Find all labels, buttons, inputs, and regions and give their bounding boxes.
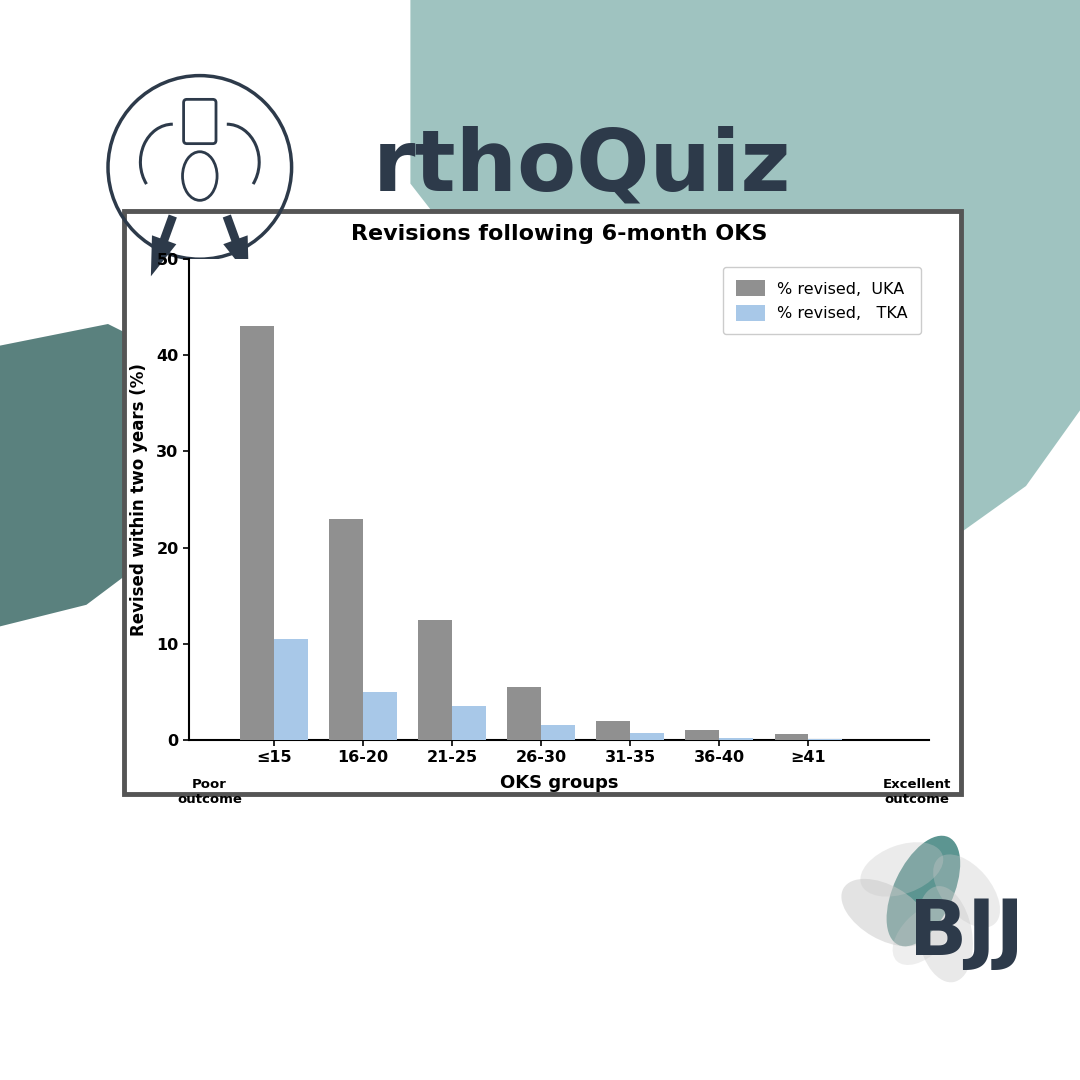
Text: Excellent
outcome: Excellent outcome xyxy=(883,779,951,807)
Bar xyxy=(631,733,664,740)
Ellipse shape xyxy=(887,836,960,946)
Bar xyxy=(240,326,273,740)
Bar xyxy=(508,687,541,740)
Ellipse shape xyxy=(861,842,943,896)
Ellipse shape xyxy=(892,903,955,966)
Bar xyxy=(451,706,486,740)
Text: BJJ: BJJ xyxy=(909,897,1024,971)
X-axis label: OKS groups: OKS groups xyxy=(500,773,618,792)
Bar xyxy=(719,738,753,740)
Y-axis label: Revised within two years (%): Revised within two years (%) xyxy=(130,363,148,636)
Legend: % revised,  UKA, % revised,   TKA: % revised, UKA, % revised, TKA xyxy=(724,267,921,334)
Ellipse shape xyxy=(917,886,973,983)
Bar xyxy=(273,639,308,740)
FancyArrow shape xyxy=(151,215,177,276)
Bar xyxy=(686,730,719,740)
FancyBboxPatch shape xyxy=(124,211,961,794)
Bar xyxy=(418,620,451,740)
Text: Poor
outcome: Poor outcome xyxy=(177,779,242,807)
Text: rthoQuiz: rthoQuiz xyxy=(373,126,791,208)
Bar xyxy=(541,726,575,740)
Bar xyxy=(363,692,396,740)
Bar xyxy=(774,734,809,740)
Ellipse shape xyxy=(933,854,1000,928)
Title: Revisions following 6-month OKS: Revisions following 6-month OKS xyxy=(351,224,767,244)
FancyArrow shape xyxy=(222,215,248,276)
Bar xyxy=(596,720,631,740)
Bar xyxy=(329,518,363,740)
Polygon shape xyxy=(410,0,1080,562)
Ellipse shape xyxy=(841,879,930,946)
Polygon shape xyxy=(0,324,216,626)
